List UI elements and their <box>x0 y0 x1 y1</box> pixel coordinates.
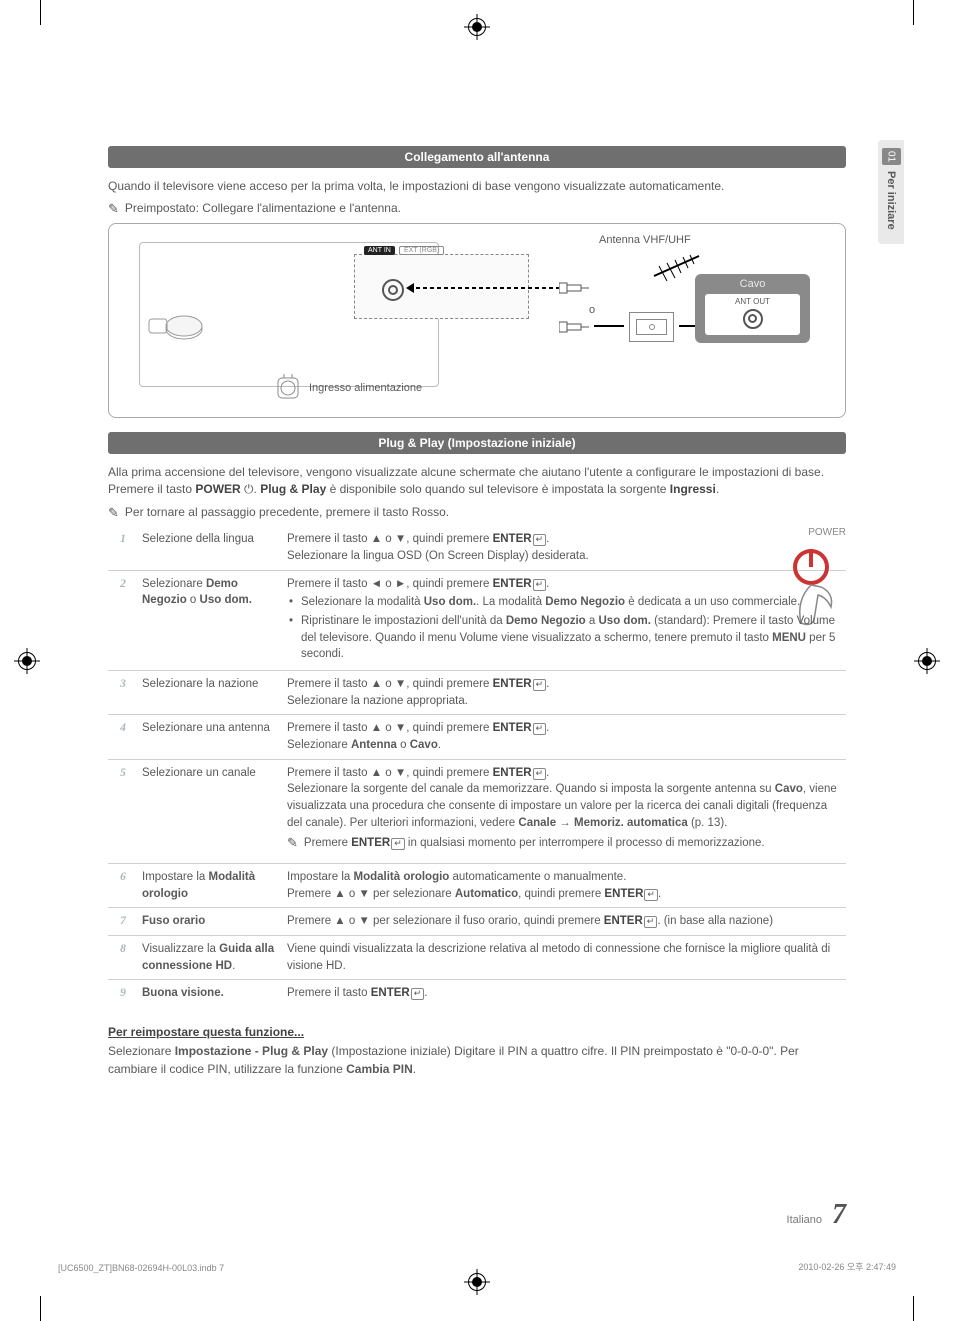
or-label: o <box>589 304 595 316</box>
footer-timestamp: 2010-02-26 오후 2:47:49 <box>798 1260 896 1273</box>
step-body: Viene quindi visualizzata la descrizione… <box>283 936 846 980</box>
step-body: Premere il tasto ◄ o ►, quindi premere E… <box>283 570 846 670</box>
step-label: Selezionare un canale <box>138 759 283 863</box>
section-bar-antenna: Collegamento all'antenna <box>108 146 846 168</box>
cable-connector-icon <box>559 280 589 296</box>
step-label: Selezione della lingua <box>138 526 283 570</box>
step-body: Premere il tasto ▲ o ▼, quindi premere E… <box>283 671 846 715</box>
reset-heading: Per reimpostare questa funzione... <box>108 1025 846 1039</box>
step-number: 5 <box>108 759 138 863</box>
section2-text: Alla prima accensione del televisore, ve… <box>108 464 846 499</box>
step-body: Premere ▲ o ▼ per selezionare il fuso or… <box>283 908 846 936</box>
step-label: Buona visione. <box>138 980 283 1007</box>
footer-page-num: 7 <box>832 1199 846 1231</box>
step-number: 8 <box>108 936 138 980</box>
page-footer: Italiano 7 <box>787 1199 846 1231</box>
step-body: Premere il tasto ENTER↵. <box>283 980 846 1007</box>
page: 01 Per iniziare Collegamento all'antenna… <box>58 60 896 1261</box>
step-body: Premere il tasto ▲ o ▼, quindi premere E… <box>283 526 846 570</box>
step-number: 2 <box>108 570 138 670</box>
crop-mark <box>40 0 65 25</box>
wall-plate-icon <box>629 312 674 342</box>
step-number: 9 <box>108 980 138 1007</box>
step-note: Premere ENTER↵ in qualsiasi momento per … <box>304 835 765 852</box>
step-row: 8Visualizzare la Guida alla connessione … <box>108 936 846 980</box>
cable-line <box>594 325 624 327</box>
power-plug-icon <box>274 374 302 402</box>
step-body: Premere il tasto ▲ o ▼, quindi premere E… <box>283 759 846 863</box>
side-tab-label: Per iniziare <box>885 171 897 230</box>
step-number: 6 <box>108 864 138 908</box>
antenna-label: Antenna VHF/UHF <box>599 234 691 246</box>
steps-table: 1Selezione della linguaPremere il tasto … <box>108 526 846 1007</box>
footer-lang: Italiano <box>787 1214 822 1226</box>
step-label: Selezionare la nazione <box>138 671 283 715</box>
step-label: Visualizzare la Guida alla connessione H… <box>138 936 283 980</box>
coax-port-icon <box>743 309 763 329</box>
reg-mark-right <box>918 652 936 670</box>
cable-box: Cavo ANT OUT <box>695 274 810 343</box>
step-row: 1Selezione della linguaPremere il tasto … <box>108 526 846 570</box>
step-bullet: Selezionare la modalità Uso dom.. La mod… <box>301 594 842 611</box>
step-row: 9Buona visione.Premere il tasto ENTER↵. <box>108 980 846 1007</box>
side-tab: 01 Per iniziare <box>878 140 904 244</box>
section-bar-plugplay: Plug & Play (Impostazione iniziale) <box>108 432 846 454</box>
power-icon: ⏻ <box>241 482 254 496</box>
step-row: 6Impostare la Modalità orologioImpostare… <box>108 864 846 908</box>
step-row: 7Fuso orarioPremere ▲ o ▼ per selezionar… <box>108 908 846 936</box>
ext-rgb-label: EXT (RGB) <box>399 246 444 255</box>
reset-body: Selezionare Impostazione - Plug & Play (… <box>108 1043 846 1078</box>
step-label: Fuso orario <box>138 908 283 936</box>
step-number: 7 <box>108 908 138 936</box>
side-tab-num: 01 <box>882 148 901 165</box>
step-number: 3 <box>108 671 138 715</box>
step-number: 4 <box>108 715 138 759</box>
section1-text: Quando il televisore viene acceso per la… <box>108 178 846 195</box>
ant-in-label: ANT IN <box>364 246 395 255</box>
step-row: 3Selezionare la nazionePremere il tasto … <box>108 671 846 715</box>
note-icon: ✎ <box>108 201 119 217</box>
reg-mark-bottom <box>468 1273 486 1291</box>
reg-mark-left <box>18 652 36 670</box>
step-label: Impostare la Modalità orologio <box>138 864 283 908</box>
note-icon: ✎ <box>108 505 119 521</box>
reg-mark-top <box>468 18 486 36</box>
step-label: Selezionare una antenna <box>138 715 283 759</box>
step-label: Selezionare Demo Negozio o Uso dom. <box>138 570 283 670</box>
connection-diagram: ANT IN EXT (RGB) Antenna VHF/UHF o <box>108 223 846 418</box>
note-icon: ✎ <box>287 835 298 851</box>
section2-note: Per tornare al passaggio precedente, pre… <box>125 505 449 519</box>
power-adapter-icon <box>144 304 204 349</box>
step-number: 1 <box>108 526 138 570</box>
crop-mark <box>889 1296 914 1321</box>
ant-out-label: ANT OUT <box>705 297 800 306</box>
power-input-label: Ingresso alimentazione <box>309 382 422 394</box>
step-body: Premere il tasto ▲ o ▼, quindi premere E… <box>283 715 846 759</box>
step-row: 5Selezionare un canalePremere il tasto ▲… <box>108 759 846 863</box>
arrow-to-port <box>409 287 559 289</box>
step-row: 2Selezionare Demo Negozio o Uso dom.Prem… <box>108 570 846 670</box>
step-row: 4Selezionare una antennaPremere il tasto… <box>108 715 846 759</box>
cable-connector-icon <box>559 319 589 335</box>
cable-box-title: Cavo <box>695 278 810 290</box>
content: Collegamento all'antenna Quando il telev… <box>58 60 896 1078</box>
step-body: Impostare la Modalità orologio automatic… <box>283 864 846 908</box>
section1-note: Preimpostato: Collegare l'alimentazione … <box>125 201 401 215</box>
footer-filename: [UC6500_ZT]BN68-02694H-00L03.indb 7 <box>58 1263 224 1273</box>
crop-mark <box>889 0 914 25</box>
step-bullet: Ripristinare le impostazioni dell'unità … <box>301 613 842 663</box>
crop-mark <box>40 1296 65 1321</box>
